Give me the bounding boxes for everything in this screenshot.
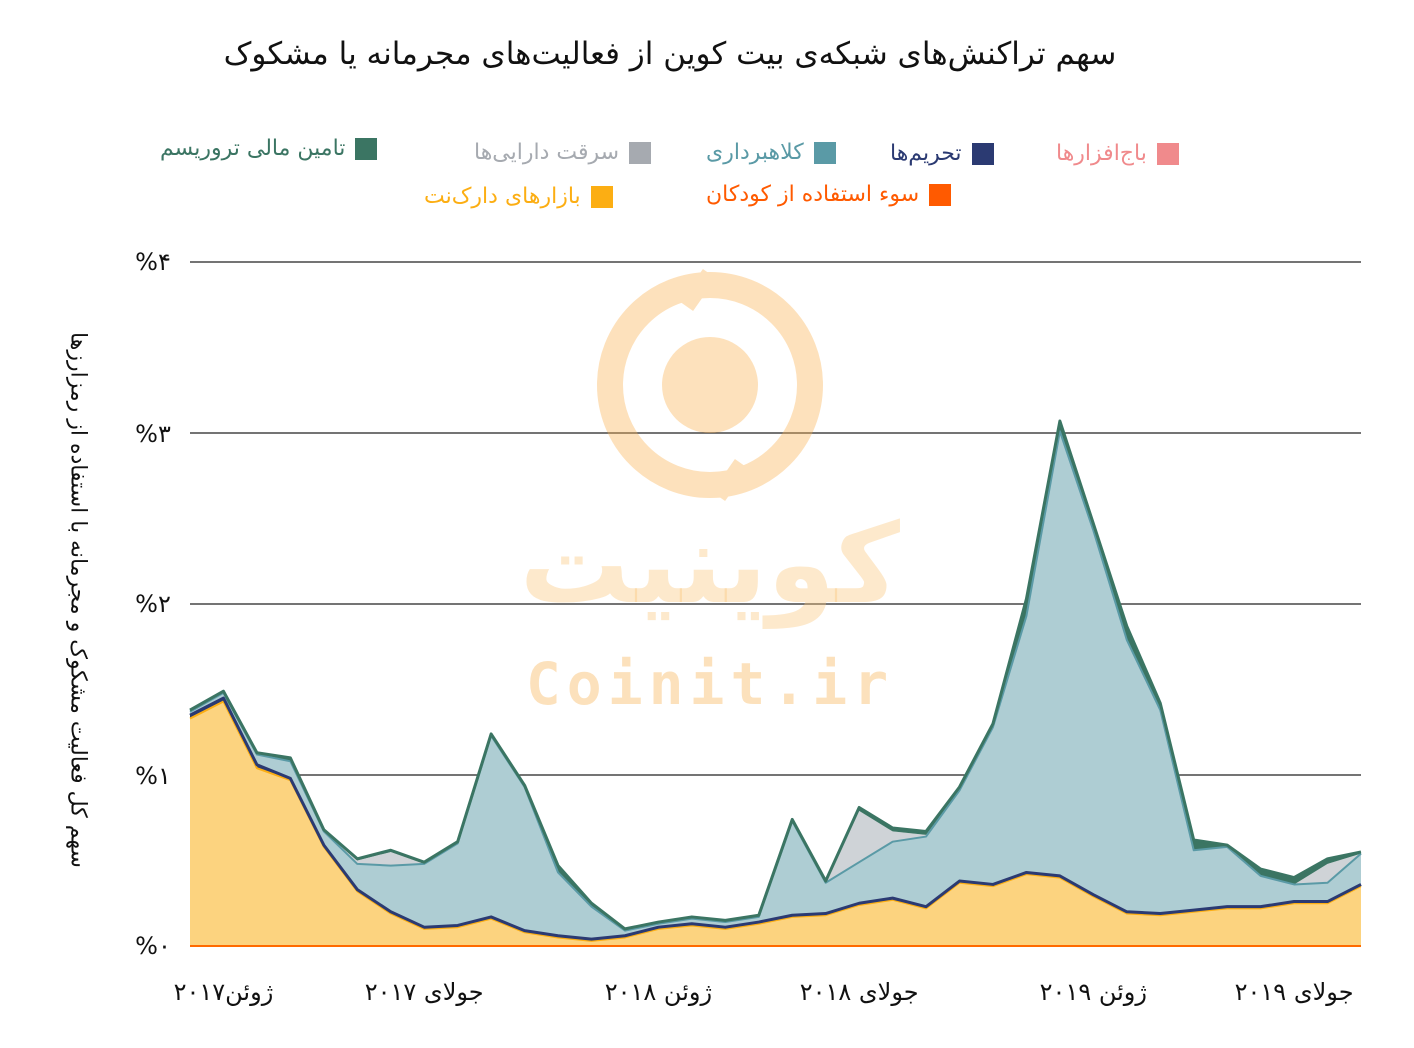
y-tick-label-2: %۲ — [135, 590, 171, 618]
legend-item-theft: سرقت دارایی‌ها — [474, 140, 652, 165]
legend-label-ransomware: باج‌افزارها — [1056, 141, 1147, 166]
legend-label-darknet: بازارهای دارک‌نت — [424, 184, 581, 209]
legend-label-sanctions: تحریم‌ها — [890, 141, 962, 166]
legend-label-terrorism: تامین مالی تروریسم — [160, 136, 346, 161]
legend-swatch-ransomware — [1156, 142, 1179, 165]
y-tick-label-0: %۰ — [135, 932, 171, 960]
legend-item-sanctions: تحریم‌ها — [890, 141, 994, 166]
watermark-logo — [597, 269, 823, 501]
legend-item-child-abuse: سوء استفاده از کودکان — [706, 182, 952, 207]
area-darknet — [190, 701, 1361, 946]
x-tick-label-1: جولای ۲۰۱۷ — [364, 978, 484, 1006]
y-tick-label-1: %۱ — [135, 762, 171, 790]
x-tick-label-4: ژوئن ۲۰۱۹ — [1039, 978, 1147, 1006]
legend-swatch-darknet — [590, 185, 613, 208]
x-tick-label-2: ژوئن ۲۰۱۸ — [604, 978, 713, 1006]
legend-item-terrorism: تامین مالی تروریسم — [160, 136, 378, 161]
legend-item-ransomware: باج‌افزارها — [1056, 141, 1179, 166]
stacked-areas — [190, 421, 1361, 946]
legend-item-scam: کلاهبرداری — [706, 140, 836, 165]
legend-label-child-abuse: سوء استفاده از کودکان — [706, 182, 920, 207]
chart-title: سهم تراکنش‌های شبکه‌ی بیت کوین از فعالیت… — [223, 36, 1117, 72]
y-tick-label-3: %۳ — [135, 420, 171, 448]
area-scam — [190, 431, 1361, 940]
legend-label-scam: کلاهبرداری — [706, 140, 804, 165]
series-outlines — [189, 419, 1362, 942]
watermark-fa: کوینیت — [519, 500, 901, 628]
x-tick-label-5: جولای ۲۰۱۹ — [1234, 978, 1354, 1006]
line-total — [189, 419, 1362, 931]
legend-item-darknet: بازارهای دارک‌نت — [424, 184, 613, 209]
legend-swatch-scam — [813, 141, 836, 164]
x-tick-label-3: جولای ۲۰۱۸ — [799, 978, 919, 1006]
watermark-en: Coinit.ir — [525, 650, 895, 718]
legend-swatch-sanctions — [971, 142, 994, 165]
legend-label-theft: سرقت دارایی‌ها — [474, 140, 620, 165]
x-tick-label-0: ژوئن۲۰۱۷ — [173, 978, 274, 1006]
legend-swatch-theft — [629, 141, 652, 164]
legend-swatch-child-abuse — [929, 183, 952, 206]
legend-swatch-terrorism — [355, 137, 378, 160]
line-sanctions — [189, 696, 1362, 941]
y-tick-label-4: %۴ — [135, 248, 171, 276]
